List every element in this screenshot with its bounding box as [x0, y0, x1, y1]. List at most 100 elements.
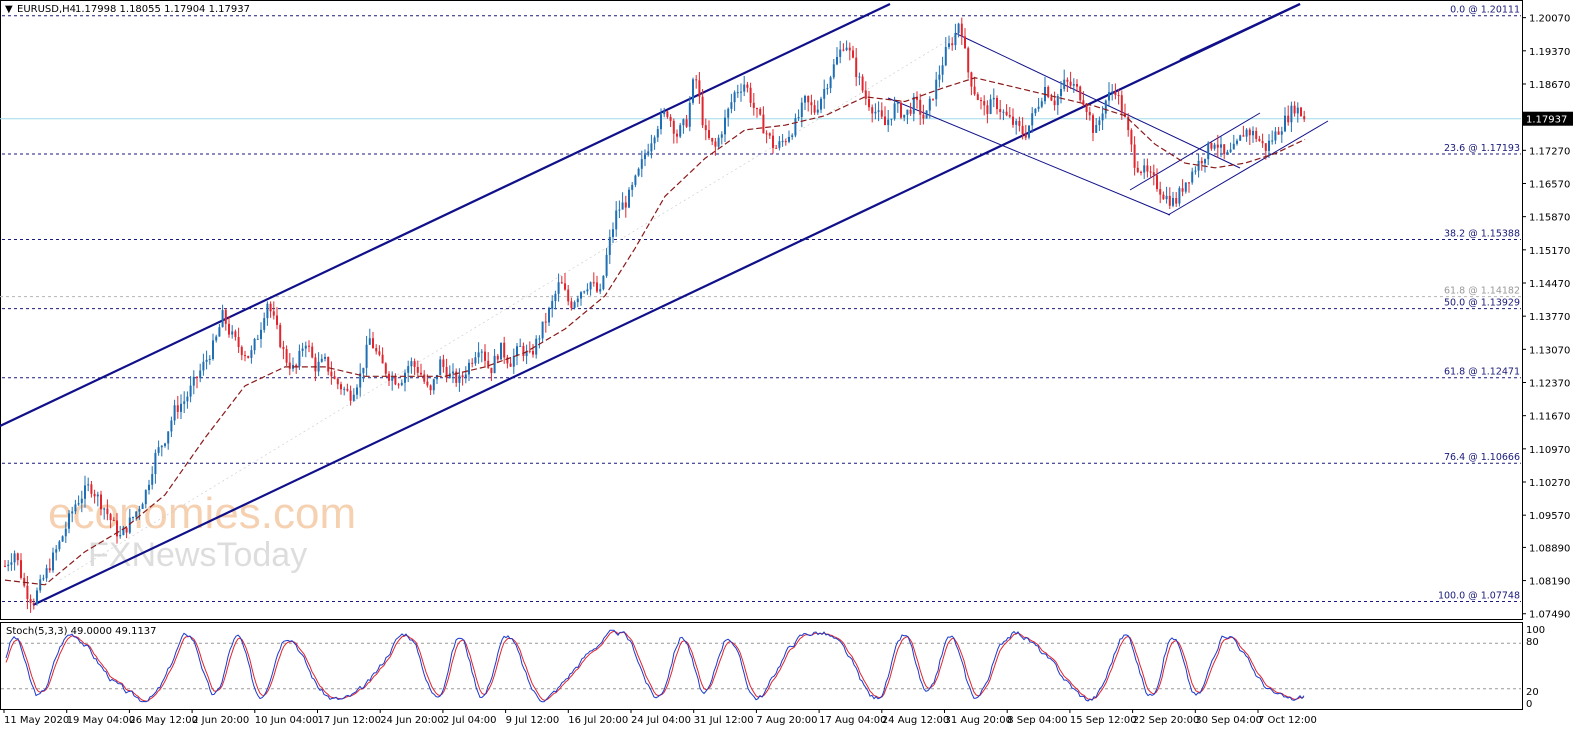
candle-body-bear: [1021, 125, 1024, 135]
candle-body-bull: [1268, 140, 1270, 151]
candle-body-bear: [560, 282, 563, 284]
candle-body-bear: [1130, 130, 1133, 145]
candle-body-bull: [1143, 165, 1146, 173]
candle-body-bear: [234, 331, 237, 337]
price-tick-label-4: 1.17270: [1529, 146, 1570, 157]
candle-body-bear: [1079, 86, 1082, 101]
price-tick-label-5: 1.16570: [1529, 179, 1570, 190]
candle-body-bear: [90, 484, 93, 494]
descending-channel-top: [954, 32, 1241, 169]
candle-body-bull: [663, 111, 666, 115]
candle-body-bear: [1152, 172, 1155, 176]
candle-body-bull: [439, 359, 442, 375]
candle-body-bear: [413, 361, 416, 367]
candle-body-bear: [749, 87, 752, 103]
main-chart-frame: [0, 0, 1523, 620]
candle-body-bear: [496, 355, 499, 360]
candle-body-bull: [189, 385, 192, 397]
candle-body-bear: [116, 520, 118, 537]
candle-body-bear: [1293, 105, 1296, 114]
candle-body-bull: [1207, 142, 1210, 160]
candle-body-bear: [752, 102, 755, 108]
candle-body-bear: [711, 138, 714, 142]
price-tick-label-13: 1.10970: [1529, 445, 1570, 456]
candle-body-bull: [736, 92, 739, 94]
candle-body-bear: [762, 114, 765, 134]
candle-body-bull: [576, 298, 579, 303]
candle-body-bull: [800, 102, 803, 117]
candle-body-bull: [992, 97, 995, 100]
candle-body-bull: [10, 562, 13, 565]
candle-body-bull: [647, 151, 650, 155]
candle-body-bull: [250, 350, 253, 358]
candle-body-bull: [141, 504, 144, 509]
candle-body-bull: [1296, 107, 1299, 114]
fib-label-2: 38.2 @ 1.15388: [1444, 228, 1520, 239]
time-label-2: 26 May 12:00: [129, 715, 198, 726]
candle-body-bull: [231, 331, 234, 335]
candle-body-bear: [1114, 91, 1117, 96]
candle-body-bear: [813, 105, 816, 113]
candle-body-bear: [1140, 171, 1142, 173]
candle-body-bear: [295, 364, 298, 367]
candle-body-bear: [93, 493, 96, 497]
candle-body-bull: [1172, 198, 1174, 206]
candle-body-bull: [816, 109, 819, 113]
candle-body-bull: [1213, 144, 1216, 149]
candle-body-bear: [429, 385, 432, 391]
candle-body-bear: [532, 350, 534, 355]
candle-body-bull: [301, 348, 304, 351]
candle-body-bear: [701, 96, 704, 126]
candle-body-bull: [660, 114, 662, 130]
price-tick-label-2: 1.18670: [1529, 80, 1570, 91]
candle-body-bear: [1242, 135, 1245, 137]
watermark-logo: economies.com: [48, 489, 356, 538]
candle-body-bear: [244, 355, 246, 357]
candle-body-bear: [592, 282, 595, 284]
candle-body-bull: [1108, 92, 1110, 101]
rising-wedge-bottom: [1167, 120, 1329, 216]
candle-body-bull: [1098, 120, 1101, 125]
candle-body-bull: [583, 291, 586, 293]
price-tick-label-8: 1.14470: [1529, 279, 1570, 290]
candle-body-bull: [740, 91, 742, 93]
time-label-11: 31 Jul 12:00: [694, 715, 754, 726]
price-tick-label-17: 1.08190: [1529, 577, 1570, 588]
candle-body-bear: [1120, 95, 1123, 114]
candle-body-bear: [48, 568, 51, 571]
candle-body-bull: [1280, 131, 1283, 135]
price-axis: 1.20070 1.19370 1.18670 1.17270 1.16570 1.158…: [1522, 14, 1570, 621]
candle-body-bull: [599, 289, 602, 292]
candle-body-bull: [938, 74, 941, 80]
moving-average-line: [4, 77, 1306, 586]
price-tick-label-14: 1.10270: [1529, 478, 1570, 489]
candle-body-bull: [989, 99, 992, 114]
candle-body-bear: [311, 346, 314, 358]
candle-body-bull: [839, 49, 842, 57]
candle-body-bull: [1178, 188, 1181, 204]
candle-body-bear: [1300, 107, 1302, 117]
candle-body-bear: [704, 125, 707, 131]
ohlc-readout: 1.17998 1.18055 1.17904 1.17937: [75, 4, 250, 15]
candle-body-bear: [1255, 130, 1258, 139]
candle-body-bull: [781, 141, 784, 143]
candle-body-bull: [688, 102, 691, 127]
time-label-3: 2 Jun 20:00: [192, 715, 249, 726]
candle-body-bull: [948, 43, 950, 48]
candle-body-bull: [896, 102, 899, 104]
candle-body-bull: [887, 119, 890, 126]
candle-body-bull: [912, 96, 915, 114]
candle-body-bull: [36, 590, 38, 604]
candle-body-bull: [77, 503, 80, 505]
candle-body-bull: [1226, 151, 1229, 155]
candle-body-bull: [733, 92, 736, 103]
chart-title-triangle-icon[interactable]: ▼: [5, 4, 13, 15]
candle-body-bear: [378, 351, 381, 355]
candle-body-bull: [365, 344, 368, 368]
candle-body-bear: [868, 98, 870, 108]
candle-body-bull: [618, 209, 621, 211]
candle-body-bull: [160, 445, 163, 448]
time-label-14: 24 Aug 12:00: [882, 715, 949, 726]
candle-body-bull: [557, 282, 560, 294]
